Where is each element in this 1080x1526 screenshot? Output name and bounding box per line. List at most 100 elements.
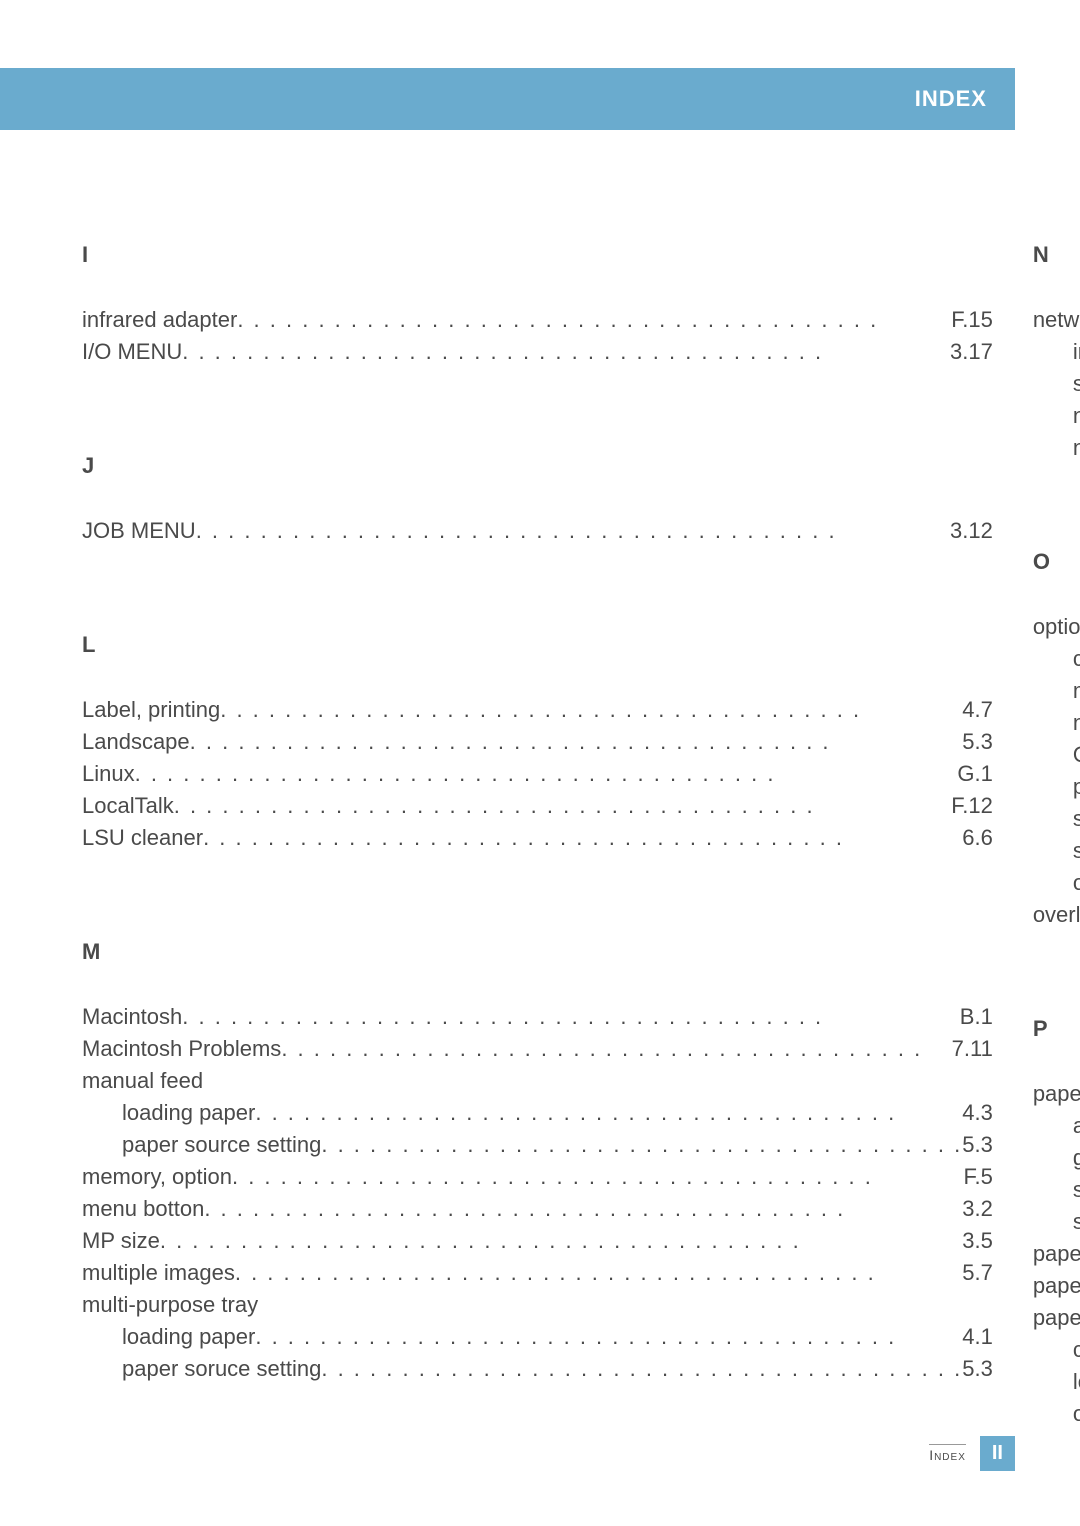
footer-page-number: II [980,1436,1015,1471]
index-entry-label: optional tray 2 [1073,1398,1080,1430]
index-entry-label: loading paper [122,1321,255,1353]
index-entry: supported typeA.5 [1033,1206,1080,1238]
index-entry-label: overlay tab [1033,899,1080,931]
index-entry: paper soruce setting5.3 [82,1353,993,1385]
index-entry: orientation5.3 [1033,867,1080,899]
index-entry: nwtwork option cardF.8 [1033,707,1080,739]
index-parent-entry: manual feed [82,1065,993,1097]
index-entry-page: 3.2 [962,1193,993,1225]
index-parent-entry: paper [1033,1078,1080,1110]
page-footer: Index II [929,1436,1015,1471]
dot-leader [232,1161,963,1193]
index-entry: change paper size in tray5.3 [1033,1334,1080,1366]
index-entry-page: 3.12 [950,515,993,547]
index-entry-label: supported type [1073,1206,1080,1238]
index-entry-label: loading paper [122,1097,255,1129]
index-entry: set up a locally shared printerD.1 [1033,368,1080,400]
index-section: Ooptionclosing coverF.3memory SIMMF.5nwt… [1033,549,1080,931]
dot-leader [203,822,962,854]
index-entry: LSU cleaner 6.6 [82,822,993,854]
index-entry-label: Label, printing [82,694,220,726]
index-entry: paper source, setting5.3 [1033,1270,1080,1302]
index-entry-label: set up a locally shared printer [1073,368,1080,400]
index-entry: memory SIMMF.5 [1033,675,1080,707]
index-entry: Landscape5.3 [82,726,993,758]
index-entry-page: F.5 [963,1161,992,1193]
right-column: Nnetwork interfaceinstall network cardF.… [1033,242,1080,1430]
index-section: LLabel, printing4.7Landscape5.3LinuxG.1L… [82,632,993,854]
index-entry-page: 5.7 [962,1257,993,1289]
dot-leader [237,304,951,336]
index-entry-label: paper source setting [122,1129,321,1161]
index-entry-label: paper orientation, setting [1033,1238,1080,1270]
index-entry: Linux G.1 [82,758,993,790]
index-entry: acceptable size and capacitiesA.4 [1033,1110,1080,1142]
index-entry: I/O MENU3.17 [82,336,993,368]
section-letter: O [1033,549,1080,575]
index-entry-label: serial/LocalTalk [1073,835,1080,867]
index-section: Iinfrared adapterF.15I/O MENU3.17 [82,242,993,368]
index-entry-page: G.1 [957,758,992,790]
index-entry-label: LSU cleaner [82,822,203,854]
index-entry-label: MP size [82,1225,160,1257]
section-letter: P [1033,1016,1080,1042]
index-entry-page: B.1 [960,1001,993,1033]
index-entry: paper source setting 5.3 [82,1129,993,1161]
index-entry-label: preparations [1073,771,1080,803]
index-entry-label: JOB MENU [82,515,196,547]
dot-leader [182,336,950,368]
index-section: J JOB MENU 3.12 [82,453,993,547]
index-entry-label: Macintosh [82,1001,182,1033]
index-entry: Optional Tray 2F.17 [1033,739,1080,771]
index-entry-label: guidelines [1073,1142,1080,1174]
index-entry: LocalTalkF.12 [82,790,993,822]
dot-leader [321,1353,962,1385]
dot-leader [174,790,952,822]
section-letter: L [82,632,993,658]
index-entry: optional tray 2F.17 [1033,1398,1080,1430]
index-entry-page: 5.3 [962,1353,993,1385]
index-entry: MP size 3.5 [82,1225,993,1257]
index-entry: menu botton 3.2 [82,1193,993,1225]
index-entry: paper orientation, setting5.3 [1033,1238,1080,1270]
index-entry-label: orientation [1073,867,1080,899]
index-entry: specificationsA.4 [1033,1174,1080,1206]
index-entry-label: menu botton [82,1193,204,1225]
index-entry-label: load paper [1073,1366,1080,1398]
index-parent-entry: option [1033,611,1080,643]
index-entry: multiple images5.7 [82,1257,993,1289]
index-section: Ppaperacceptable size and capacitiesA.4g… [1033,1016,1080,1430]
section-letter: J [82,453,993,479]
index-entry-page: 6.6 [962,822,993,854]
index-entry: infrared adapterF.15 [82,304,993,336]
index-entry-page: 4.7 [962,694,993,726]
index-entry-page: 5.3 [962,1129,993,1161]
index-entry-label: closing cover [1073,643,1080,675]
index-entry: guidelinesA.5 [1033,1142,1080,1174]
index-entry-page: 4.3 [962,1097,993,1129]
index-parent-entry: paper tray [1033,1302,1080,1334]
index-entry: memory, optionF.5 [82,1161,993,1193]
dot-leader [190,726,963,758]
dot-leader [281,1033,951,1065]
index-entry-label: Linux [82,758,135,790]
index-entry: serial/IrDAF.15 [1033,803,1080,835]
index-entry-label: network problem [1073,432,1080,464]
index-entry: loading paper 4.3 [82,1097,993,1129]
index-entry: install network cardF.8 [1033,336,1080,368]
index-entry-page: F.15 [951,304,993,336]
index-section: Nnetwork interfaceinstall network cardF.… [1033,242,1080,464]
index-entry-page: 3.5 [962,1225,993,1257]
index-entry-label: acceptable size and capacities [1073,1110,1080,1142]
index-entry: preparationsF.2 [1033,771,1080,803]
index-entry-label: change paper size in tray [1073,1334,1080,1366]
index-entry-label: paper source, setting [1033,1270,1080,1302]
index-entry-label: network menu [1073,400,1080,432]
index-entry: serial/LocalTalkF.14 [1033,835,1080,867]
index-entry: Label, printing 4.7 [82,694,993,726]
dot-leader [321,1129,962,1161]
index-entry: load paper2.5 [1033,1366,1080,1398]
index-entry-page: 4.1 [962,1321,993,1353]
index-entry-label: Macintosh Problems [82,1033,281,1065]
index-entry-page: F.12 [951,790,993,822]
